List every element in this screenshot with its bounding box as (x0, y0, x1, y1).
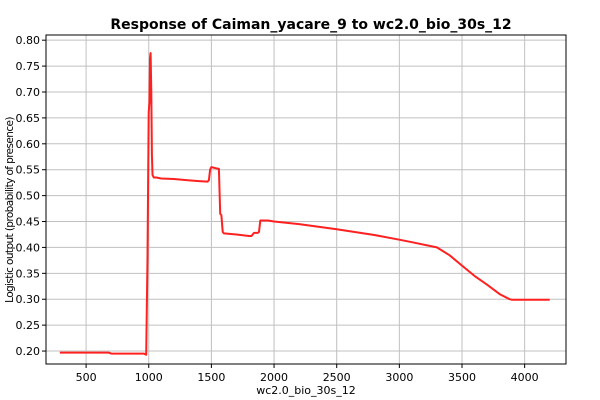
y-tick-label: 0.50 (16, 190, 41, 203)
y-tick-label: 0.20 (16, 345, 41, 358)
y-tick-label: 0.70 (16, 86, 41, 99)
y-tick-label: 0.65 (16, 112, 41, 125)
y-tick-label: 0.35 (16, 267, 41, 280)
y-tick-label: 0.25 (16, 319, 41, 332)
y-tick-label: 0.80 (16, 34, 41, 47)
x-tick-label: 1000 (135, 371, 163, 384)
chart-title: Response of Caiman_yacare_9 to wc2.0_bio… (110, 17, 511, 33)
y-tick-label: 0.45 (16, 216, 41, 229)
grid-lines (46, 35, 566, 364)
y-tick-label: 0.40 (16, 241, 41, 254)
x-tick-label: 500 (76, 371, 97, 384)
y-tick-label: 0.30 (16, 293, 41, 306)
x-tick-label: 1500 (197, 371, 225, 384)
series-group (59, 52, 550, 356)
y-axis-label: Logistic output (probability of presence… (4, 117, 16, 303)
response-curve (59, 52, 550, 356)
y-tick-label: 0.60 (16, 138, 41, 151)
y-tick-label: 0.75 (16, 60, 41, 73)
x-tick-label: 2000 (260, 371, 288, 384)
x-tick-label: 3000 (385, 371, 413, 384)
y-tick-label: 0.55 (16, 164, 41, 177)
x-tick-label: 2500 (323, 371, 351, 384)
x-axis-label: wc2.0_bio_30s_12 (256, 384, 356, 397)
x-tick-label: 3500 (448, 371, 476, 384)
plot-area (45, 34, 567, 365)
x-tick-label: 4000 (511, 371, 539, 384)
plot-frame (45, 34, 567, 365)
axis-ticks: 500 1000 1500 2000 2500 3000 3500 4000 0.20 0.25 0… (16, 34, 539, 384)
